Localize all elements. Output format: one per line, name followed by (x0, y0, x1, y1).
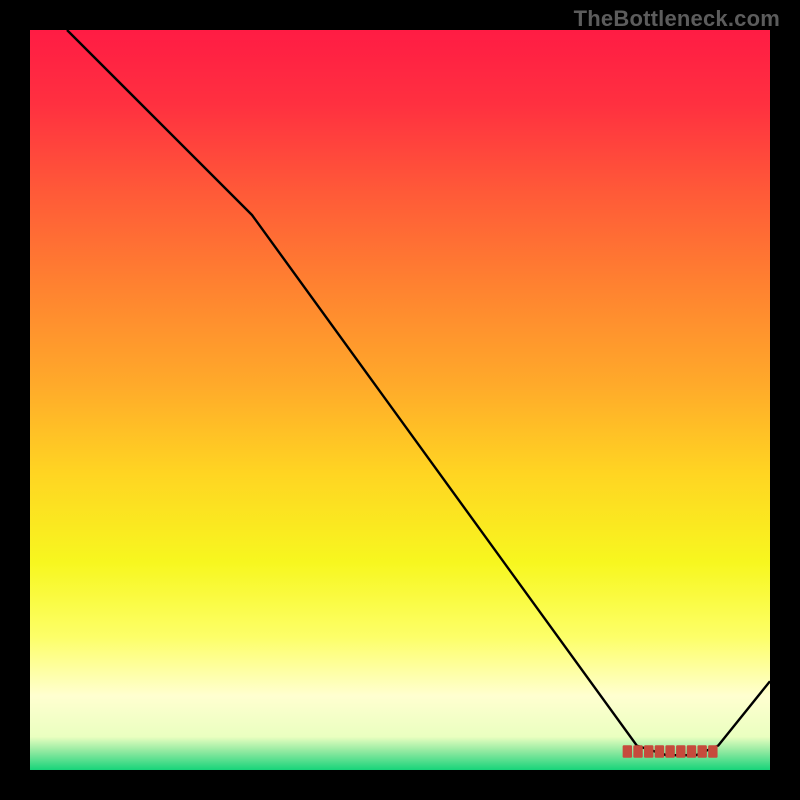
plot-svg (30, 30, 770, 770)
chart-frame: TheBottleneck.com (0, 0, 800, 800)
marker-band (623, 745, 718, 758)
watermark-text: TheBottleneck.com (574, 6, 780, 32)
plot-area (30, 30, 770, 770)
gradient-background (30, 30, 770, 770)
